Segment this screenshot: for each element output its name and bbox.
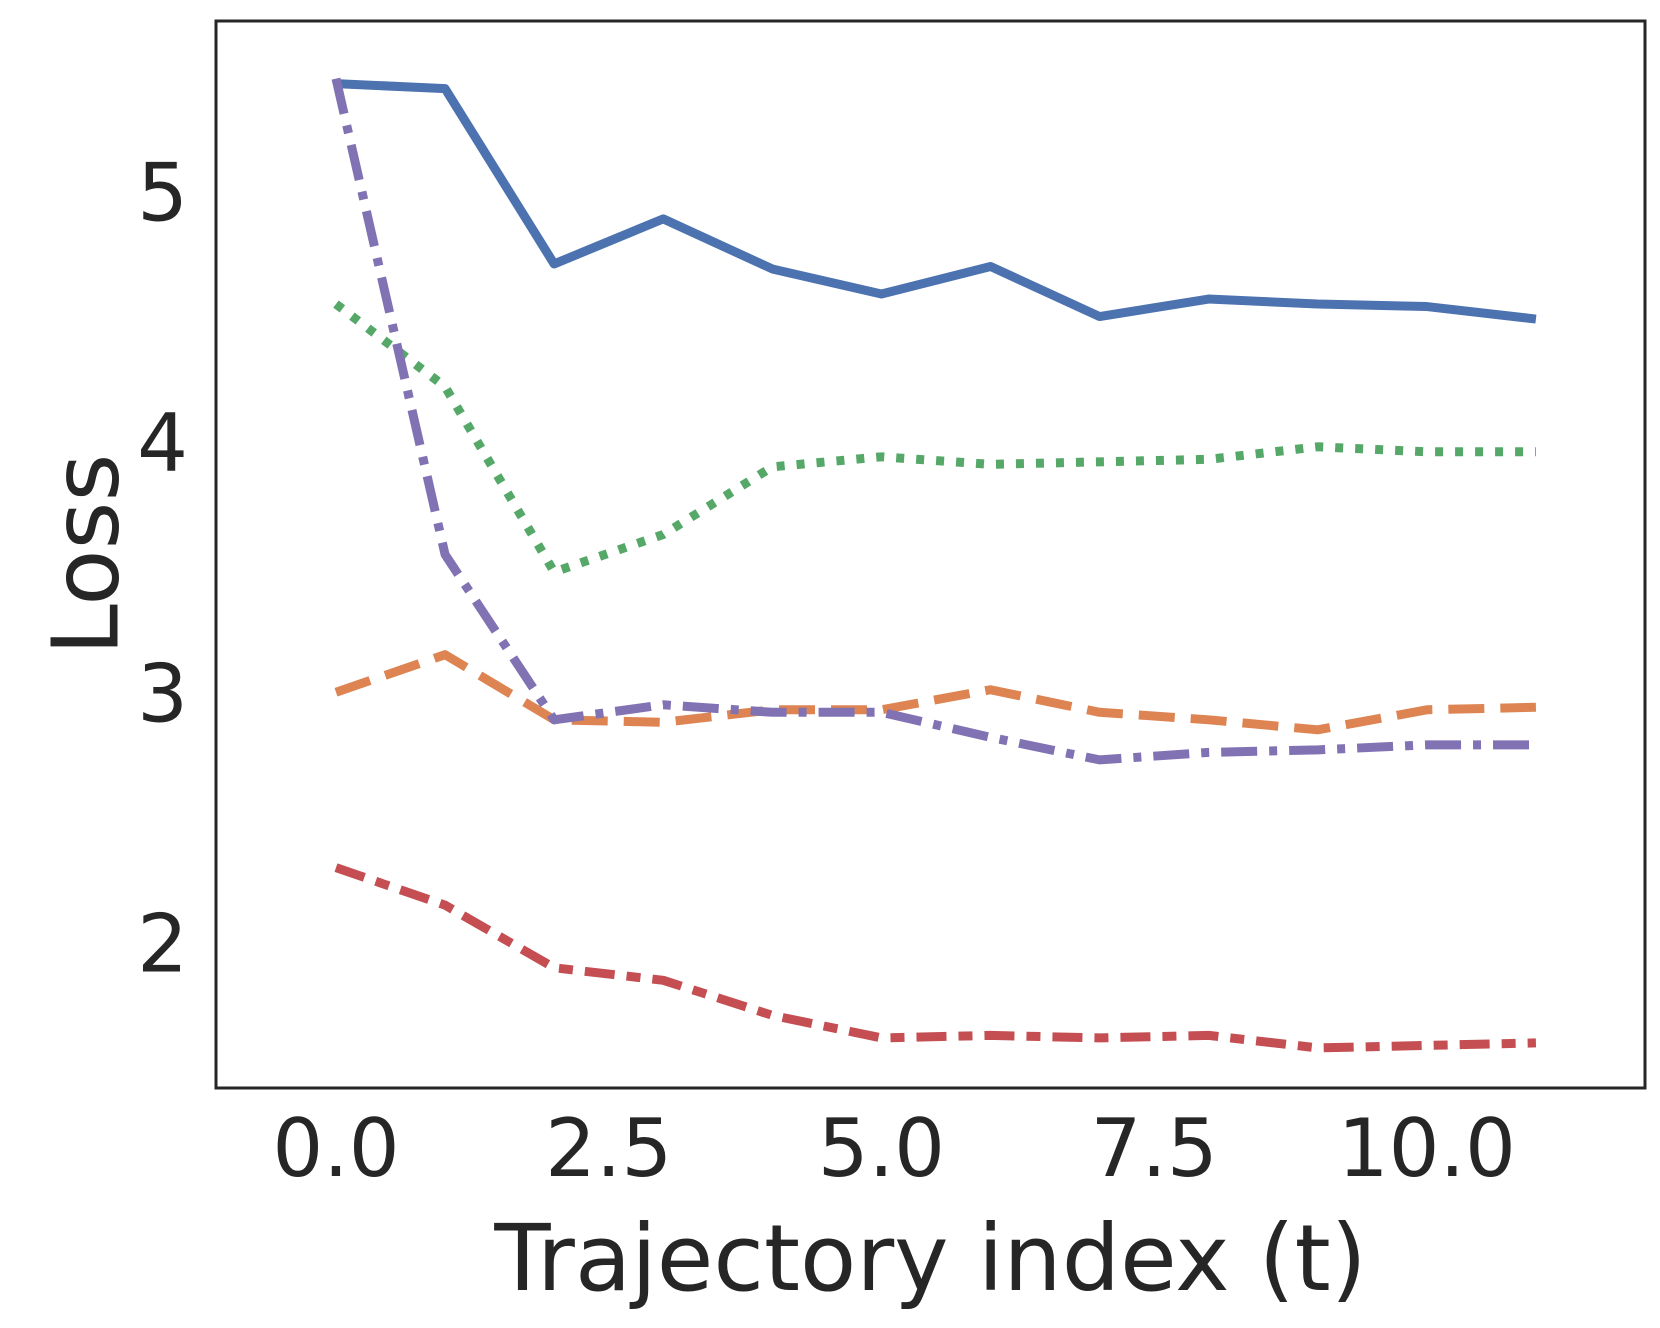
series-line-dashdotted [334, 863, 1537, 1053]
x-tick-label: 0.0 [272, 1102, 399, 1195]
x-tick-label: 2.5 [545, 1102, 672, 1195]
series-line-dashed [334, 650, 1537, 735]
x-tick-label: 5.0 [818, 1102, 945, 1195]
x-tick-label: 7.5 [1091, 1102, 1218, 1195]
x-axis-label: Trajectory index (t) [493, 1205, 1366, 1312]
y-tick-labels: 2 3 4 5 [137, 146, 188, 990]
series-layer [331, 77, 1537, 1053]
series-line-dotted [333, 300, 1536, 577]
plot-frame [214, 19, 1647, 1090]
series-line-dashdot [331, 77, 1536, 765]
series-line-solid [335, 79, 1537, 324]
y-tick-label: 2 [137, 898, 188, 991]
x-tick-labels: 0.0 2.5 5.0 7.5 10.0 [272, 1102, 1516, 1195]
y-tick-label: 3 [137, 647, 188, 740]
x-tick-label: 10.0 [1338, 1102, 1516, 1195]
y-tick-label: 5 [137, 146, 188, 239]
y-axis-label: Loss [32, 454, 139, 656]
y-tick-label: 4 [137, 397, 188, 490]
